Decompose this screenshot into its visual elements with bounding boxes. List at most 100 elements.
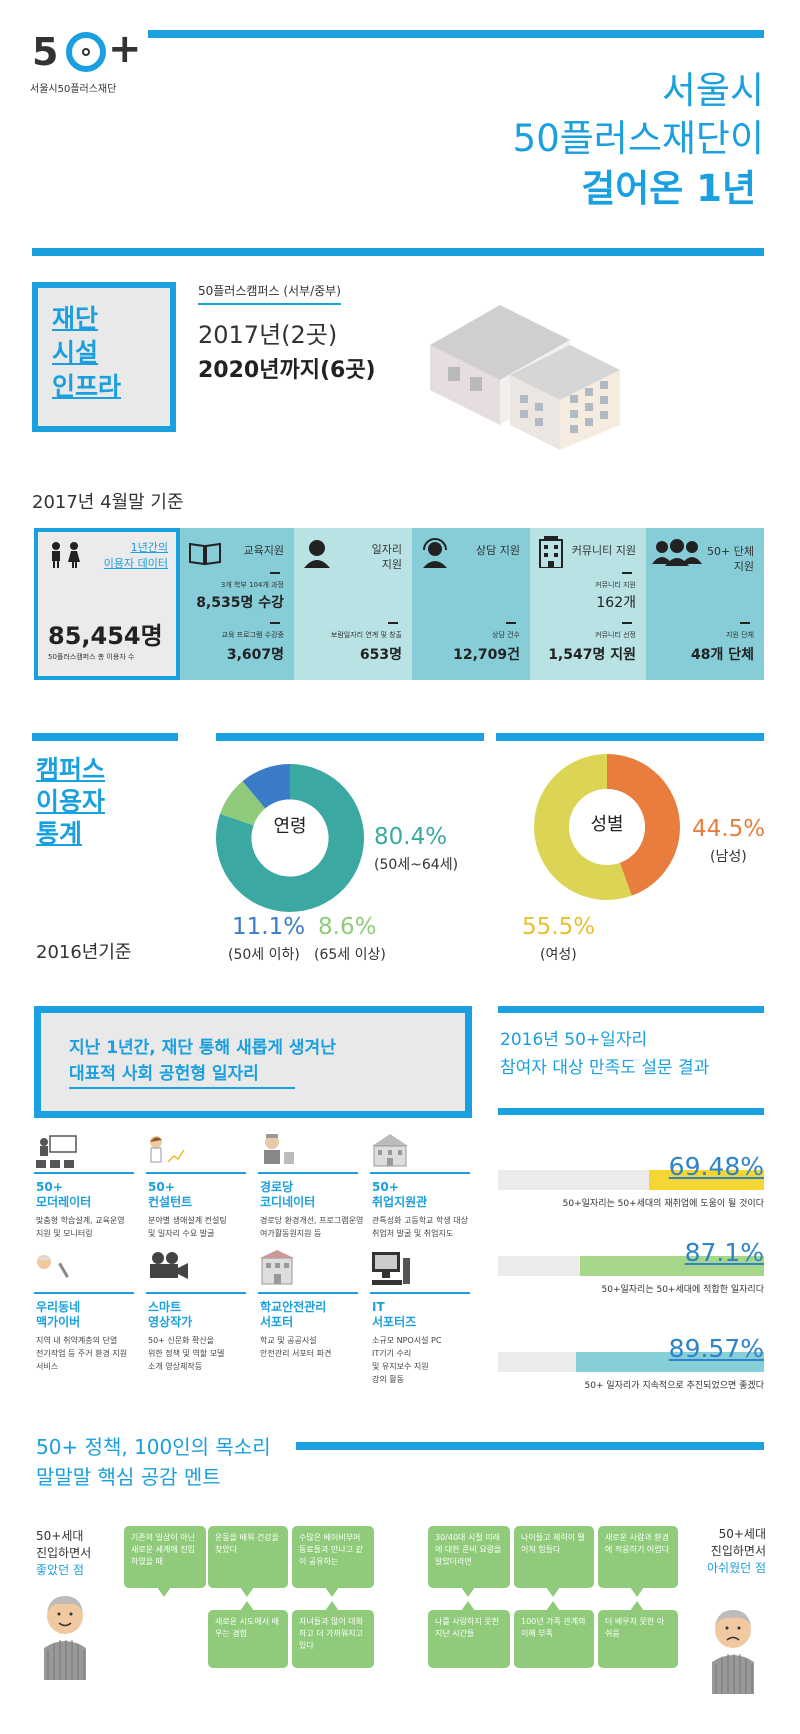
voice-right-bubble-4: 나를 사랑하지 못한 지난 시간들 bbox=[428, 1601, 510, 1668]
logo-number: 5 bbox=[32, 30, 58, 74]
age-65plus-pct: 8.6% bbox=[318, 914, 377, 940]
survey-bar-2-fill bbox=[580, 1256, 764, 1276]
community-val1: 162개 bbox=[596, 595, 636, 611]
age-under50-pct: 11.1% bbox=[232, 914, 306, 940]
elder-icon bbox=[264, 1134, 294, 1164]
survey-caption-3: 50+ 일자리가 지속적으로 추진되었으면 좋겠다 bbox=[584, 1381, 764, 1391]
logo-ring-icon bbox=[66, 32, 106, 72]
campus-title: 캠퍼스 이용자 통계 bbox=[36, 755, 106, 848]
gender-female-desc: (여성) bbox=[540, 947, 577, 963]
age-donut-slice-1 bbox=[220, 781, 266, 826]
voice-left-bubble-1: 기존의 일상이 아닌 새로운 세계에 진입하였을 때 bbox=[124, 1526, 206, 1597]
community-sub1: 커뮤니티 지원 bbox=[595, 581, 636, 589]
age-center-label: 연령 bbox=[273, 816, 307, 837]
building-illustration bbox=[430, 305, 620, 450]
survey-pct-2: 87.1% bbox=[684, 1238, 764, 1267]
year-2017: 2017년(2곳) bbox=[198, 321, 338, 349]
job-coordinator-desc: 경로당 환경개선, 프로그램운영 여가활동원지원 등 bbox=[260, 1216, 364, 1238]
logo-subtitle: 서울시50플러스재단 bbox=[30, 84, 117, 95]
education-val2: 3,607명 bbox=[226, 647, 284, 663]
community-sub2: 커뮤니티 선정 bbox=[595, 631, 636, 639]
age-50-64-desc: (50세~64세) bbox=[374, 857, 459, 873]
survey-bar-3-fill bbox=[576, 1352, 764, 1372]
counsel-sub2: 상담 건수 bbox=[492, 631, 520, 639]
survey-pct-1: 69.48% bbox=[668, 1152, 764, 1181]
title-line-1: 서울시 bbox=[661, 69, 764, 112]
survey-caption-2: 50+일자리는 50+세대에 적합한 일자리다 bbox=[601, 1285, 765, 1295]
education-val1: 8,535명 수강 bbox=[196, 595, 284, 611]
age-65plus-desc: (65세 이상) bbox=[314, 947, 386, 963]
job-video-title: 스마트 영상작가 bbox=[148, 1300, 193, 1329]
logo-plus-icon: + bbox=[108, 26, 142, 72]
counsel-val2: 12,709건 bbox=[453, 647, 520, 663]
survey-heading: 2016년 50+일자리 참여자 대상 만족도 설문 결과 bbox=[500, 1030, 710, 1078]
voices-right-label: 50+세대 진입하면서 아쉬웠던 점 bbox=[706, 1527, 766, 1575]
group-icon bbox=[652, 539, 702, 566]
group-sub2: 지원 단체 bbox=[726, 631, 754, 639]
computer-icon bbox=[372, 1252, 410, 1285]
jobs-heading-line-2: 대표적 사회 공헌형 일자리 bbox=[69, 1061, 295, 1089]
voice-right-bubble-5: 100년 가족 관계의 이해 부족 bbox=[514, 1601, 594, 1668]
job-moderator-desc: 맞춤형 학습설계, 교육운영 지원 및 모니터링 bbox=[36, 1216, 125, 1238]
job-video-desc: 50+ 신문화 확산을 위한 정책 및 역할 모델 소개 영상제작등 bbox=[148, 1336, 225, 1371]
gender-male-desc: (남성) bbox=[710, 849, 747, 865]
total-users-caption: 50플러스캠퍼스 총 이용자 수 bbox=[48, 653, 135, 661]
voices-heading: 50+ 정책, 100인의 목소리 말말말 핵심 공감 멘트 bbox=[36, 1435, 271, 1489]
survey-bar-1-fill bbox=[649, 1170, 764, 1190]
campus-rule-3 bbox=[496, 733, 764, 741]
user-data-label: 1년간의 이용자 데이터 bbox=[103, 541, 168, 570]
voices-left-highlight: 좋았던 점 bbox=[36, 1563, 84, 1577]
gender-donut-chart bbox=[533, 754, 680, 900]
survey-rule-top bbox=[498, 1006, 764, 1013]
jobs-heading-line-1: 지난 1년간, 재단 통해 새롭게 생겨난 bbox=[69, 1038, 336, 1058]
voices-left-label: 50+세대 진입하면서 좋았던 점 bbox=[36, 1529, 92, 1577]
voice-left-bubble-5: 자녀들과 많이 대화하고 더 가까워지고 있다 bbox=[292, 1601, 374, 1668]
job-it-desc: 소규모 NPO시설 PC IT기기 수리 및 유지보수 지원 강의 활동 bbox=[372, 1336, 442, 1384]
stats-total-cell: 1년간의 이용자 데이터 85,454명 50플러스캠퍼스 총 이용자 수 bbox=[34, 528, 180, 680]
campus-rule-2 bbox=[216, 733, 484, 741]
education-label: 교육지원 bbox=[243, 544, 284, 557]
education-sub1: 3개 학부 104개 과정 bbox=[220, 581, 284, 589]
job-moderator-title: 50+ 모더레이터 bbox=[36, 1180, 92, 1209]
stats-counsel-cell: 상담 지원 상담 건수 12,709건 bbox=[412, 528, 530, 680]
building-icon bbox=[539, 536, 563, 568]
voices-rule bbox=[296, 1442, 764, 1450]
section-rule bbox=[32, 248, 764, 256]
worker-icon bbox=[304, 540, 330, 568]
sad-elder-icon bbox=[712, 1610, 754, 1694]
education-sub2: 교육 프로그램 수강중 bbox=[221, 631, 284, 639]
facility-line-3: 인프라 bbox=[52, 372, 122, 401]
safety-icon bbox=[260, 1250, 294, 1285]
title-line-2: 50플러스재단이 bbox=[512, 117, 764, 160]
community-label: 커뮤니티 지원 bbox=[571, 544, 636, 557]
repair-icon bbox=[37, 1255, 69, 1278]
gender-donut-slice-0 bbox=[607, 754, 680, 896]
job-consultant-title: 50+ 컨설턴트 bbox=[148, 1180, 193, 1209]
title-line-3: 걸어온 1년 bbox=[581, 167, 756, 210]
gender-donut-slice-1 bbox=[533, 754, 632, 900]
job-coordinator-title: 경로당 코디네이터 bbox=[260, 1180, 316, 1209]
survey-pct-3: 89.57% bbox=[668, 1334, 764, 1363]
voices-right-highlight: 아쉬웠던 점 bbox=[706, 1561, 766, 1575]
voice-right-bubble-2: 나이들고 체력이 떨어져 힘들다 bbox=[514, 1526, 594, 1597]
job-consultant-desc: 분야별 생애설계 컨설팅 및 일자리 수요 발굴 bbox=[148, 1216, 227, 1238]
jobs-label: 일자리 지원 bbox=[371, 543, 402, 571]
job-employment-desc: 관특성화 고등학교 학생 대상 취업처 발굴 및 취업지도 bbox=[372, 1216, 468, 1238]
facility-line-1: 재단 bbox=[52, 304, 99, 333]
consultant-icon bbox=[150, 1136, 185, 1163]
job-it-title: IT 서포터즈 bbox=[372, 1300, 417, 1329]
school-icon bbox=[372, 1134, 408, 1167]
counsel-label: 상담 지원 bbox=[476, 544, 520, 557]
age-under50-desc: (50세 이하) bbox=[228, 947, 300, 963]
stats-jobs-cell: 일자리 지원 보람일자리 연계 및 창출 653명 bbox=[294, 528, 412, 680]
job-handyman-title: 우리동네 맥가이버 bbox=[36, 1300, 81, 1329]
header-rule bbox=[148, 30, 764, 38]
year-2020: 2020년까지(6곳) bbox=[198, 358, 376, 383]
age-50-64-pct: 80.4% bbox=[374, 824, 448, 850]
facility-line-2: 시설 bbox=[52, 338, 99, 367]
jobs-heading-box: 지난 1년간, 재단 통해 새롭게 생겨난 대표적 사회 공헌형 일자리 bbox=[34, 1006, 472, 1118]
job-handyman-desc: 지역 내 취약계층의 단열 전기작업 등 주거 환경 지원 서비스 bbox=[36, 1336, 128, 1371]
camera-icon bbox=[150, 1252, 188, 1279]
survey-caption-1: 50+일자리는 50+세대의 재취업에 도움이 될 것이다 bbox=[562, 1199, 764, 1209]
stats-date: 2017년 4월말 기준 bbox=[32, 492, 184, 513]
